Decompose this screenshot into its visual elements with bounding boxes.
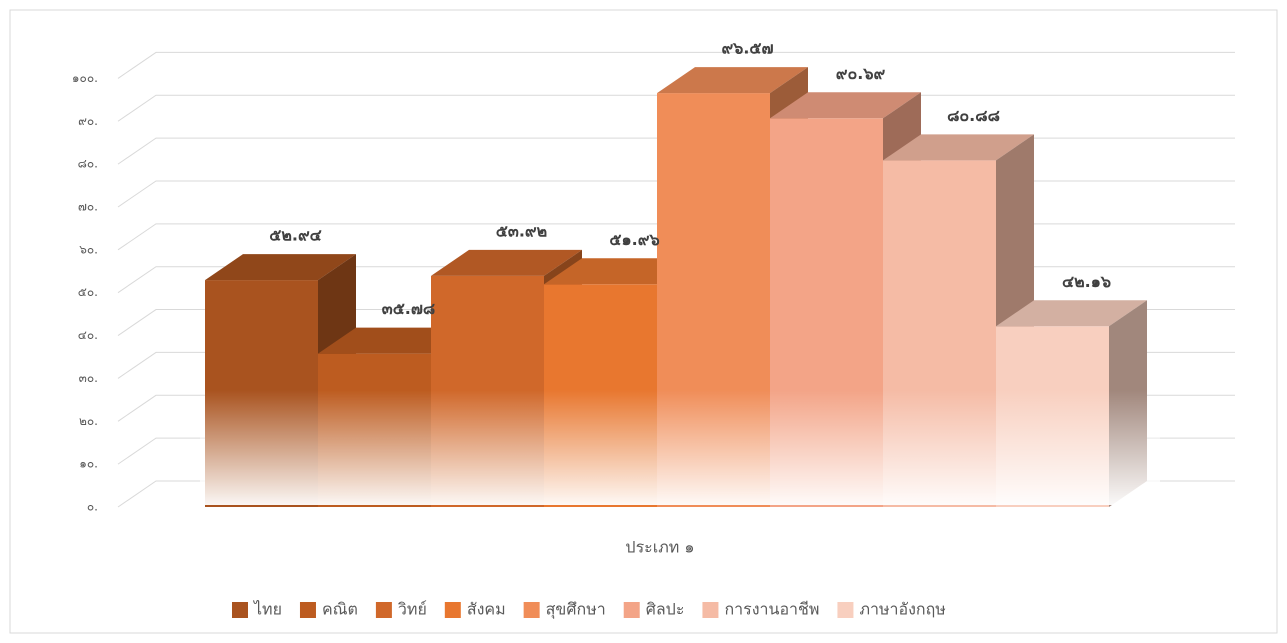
value-label: ๕๑.๙๖ <box>609 230 659 249</box>
category-label: ประเภท ๑ <box>625 538 694 557</box>
legend: ไทย คณิต วิทย์ สังคม สุขศึกษา ศิลปะ การงานอาชี… <box>232 600 946 620</box>
legend-swatch <box>523 602 540 618</box>
y-tick-label: ๗๐. <box>78 199 98 213</box>
legend-label: ศิลปะ <box>646 600 685 619</box>
reflection-fade <box>200 390 1160 505</box>
legend-label: การงานอาชีพ <box>724 600 819 619</box>
value-label: ๘๐.๘๘ <box>947 106 1000 125</box>
legend-swatch <box>299 602 316 618</box>
bar-top <box>770 92 921 119</box>
value-label: ๙๐.๖๙ <box>836 64 886 83</box>
y-tick-label: ๑๐๐. <box>72 71 98 85</box>
y-tick-label: ๑๐. <box>79 457 98 471</box>
legend-label: ไทย <box>252 600 282 619</box>
value-label: ๙๖.๕๗ <box>721 39 773 58</box>
bar-top <box>205 254 356 281</box>
value-label: ๔๒.๑๖ <box>1062 272 1111 291</box>
legend-label: วิทย์ <box>398 600 427 619</box>
legend-swatch <box>232 602 248 618</box>
bar-top <box>996 300 1147 327</box>
value-label: ๓๕.๗๘ <box>382 299 436 318</box>
legend-swatch <box>837 602 854 618</box>
legend-swatch <box>444 602 461 618</box>
legend-swatch <box>375 602 392 618</box>
value-label: ๕๓.๙๒ <box>496 221 547 240</box>
y-tick-label: ๐. <box>87 500 98 514</box>
legend-label: คณิต <box>322 600 358 619</box>
y-tick-label: ๓๐. <box>79 371 98 385</box>
y-tick-label: ๒๐. <box>79 414 98 428</box>
y-tick-label: ๕๐. <box>78 285 98 299</box>
bar-top <box>657 67 808 94</box>
y-tick-label: ๙๐. <box>78 114 98 128</box>
legend-swatch <box>623 602 640 618</box>
bar-top <box>431 249 582 276</box>
grid-line <box>117 51 1235 79</box>
legend-label: ภาษาอังกฤษ <box>859 600 945 619</box>
legend-label: สังคม <box>467 600 506 619</box>
y-tick-label: ๔๐. <box>78 328 98 342</box>
bar-top <box>883 134 1034 161</box>
legend-swatch <box>702 602 719 618</box>
y-tick-label: ๘๐. <box>78 157 98 171</box>
value-label: ๕๒.๙๔ <box>269 226 322 245</box>
y-tick-label: ๖๐. <box>79 242 98 256</box>
legend-label: สุขศึกษา <box>546 600 606 620</box>
